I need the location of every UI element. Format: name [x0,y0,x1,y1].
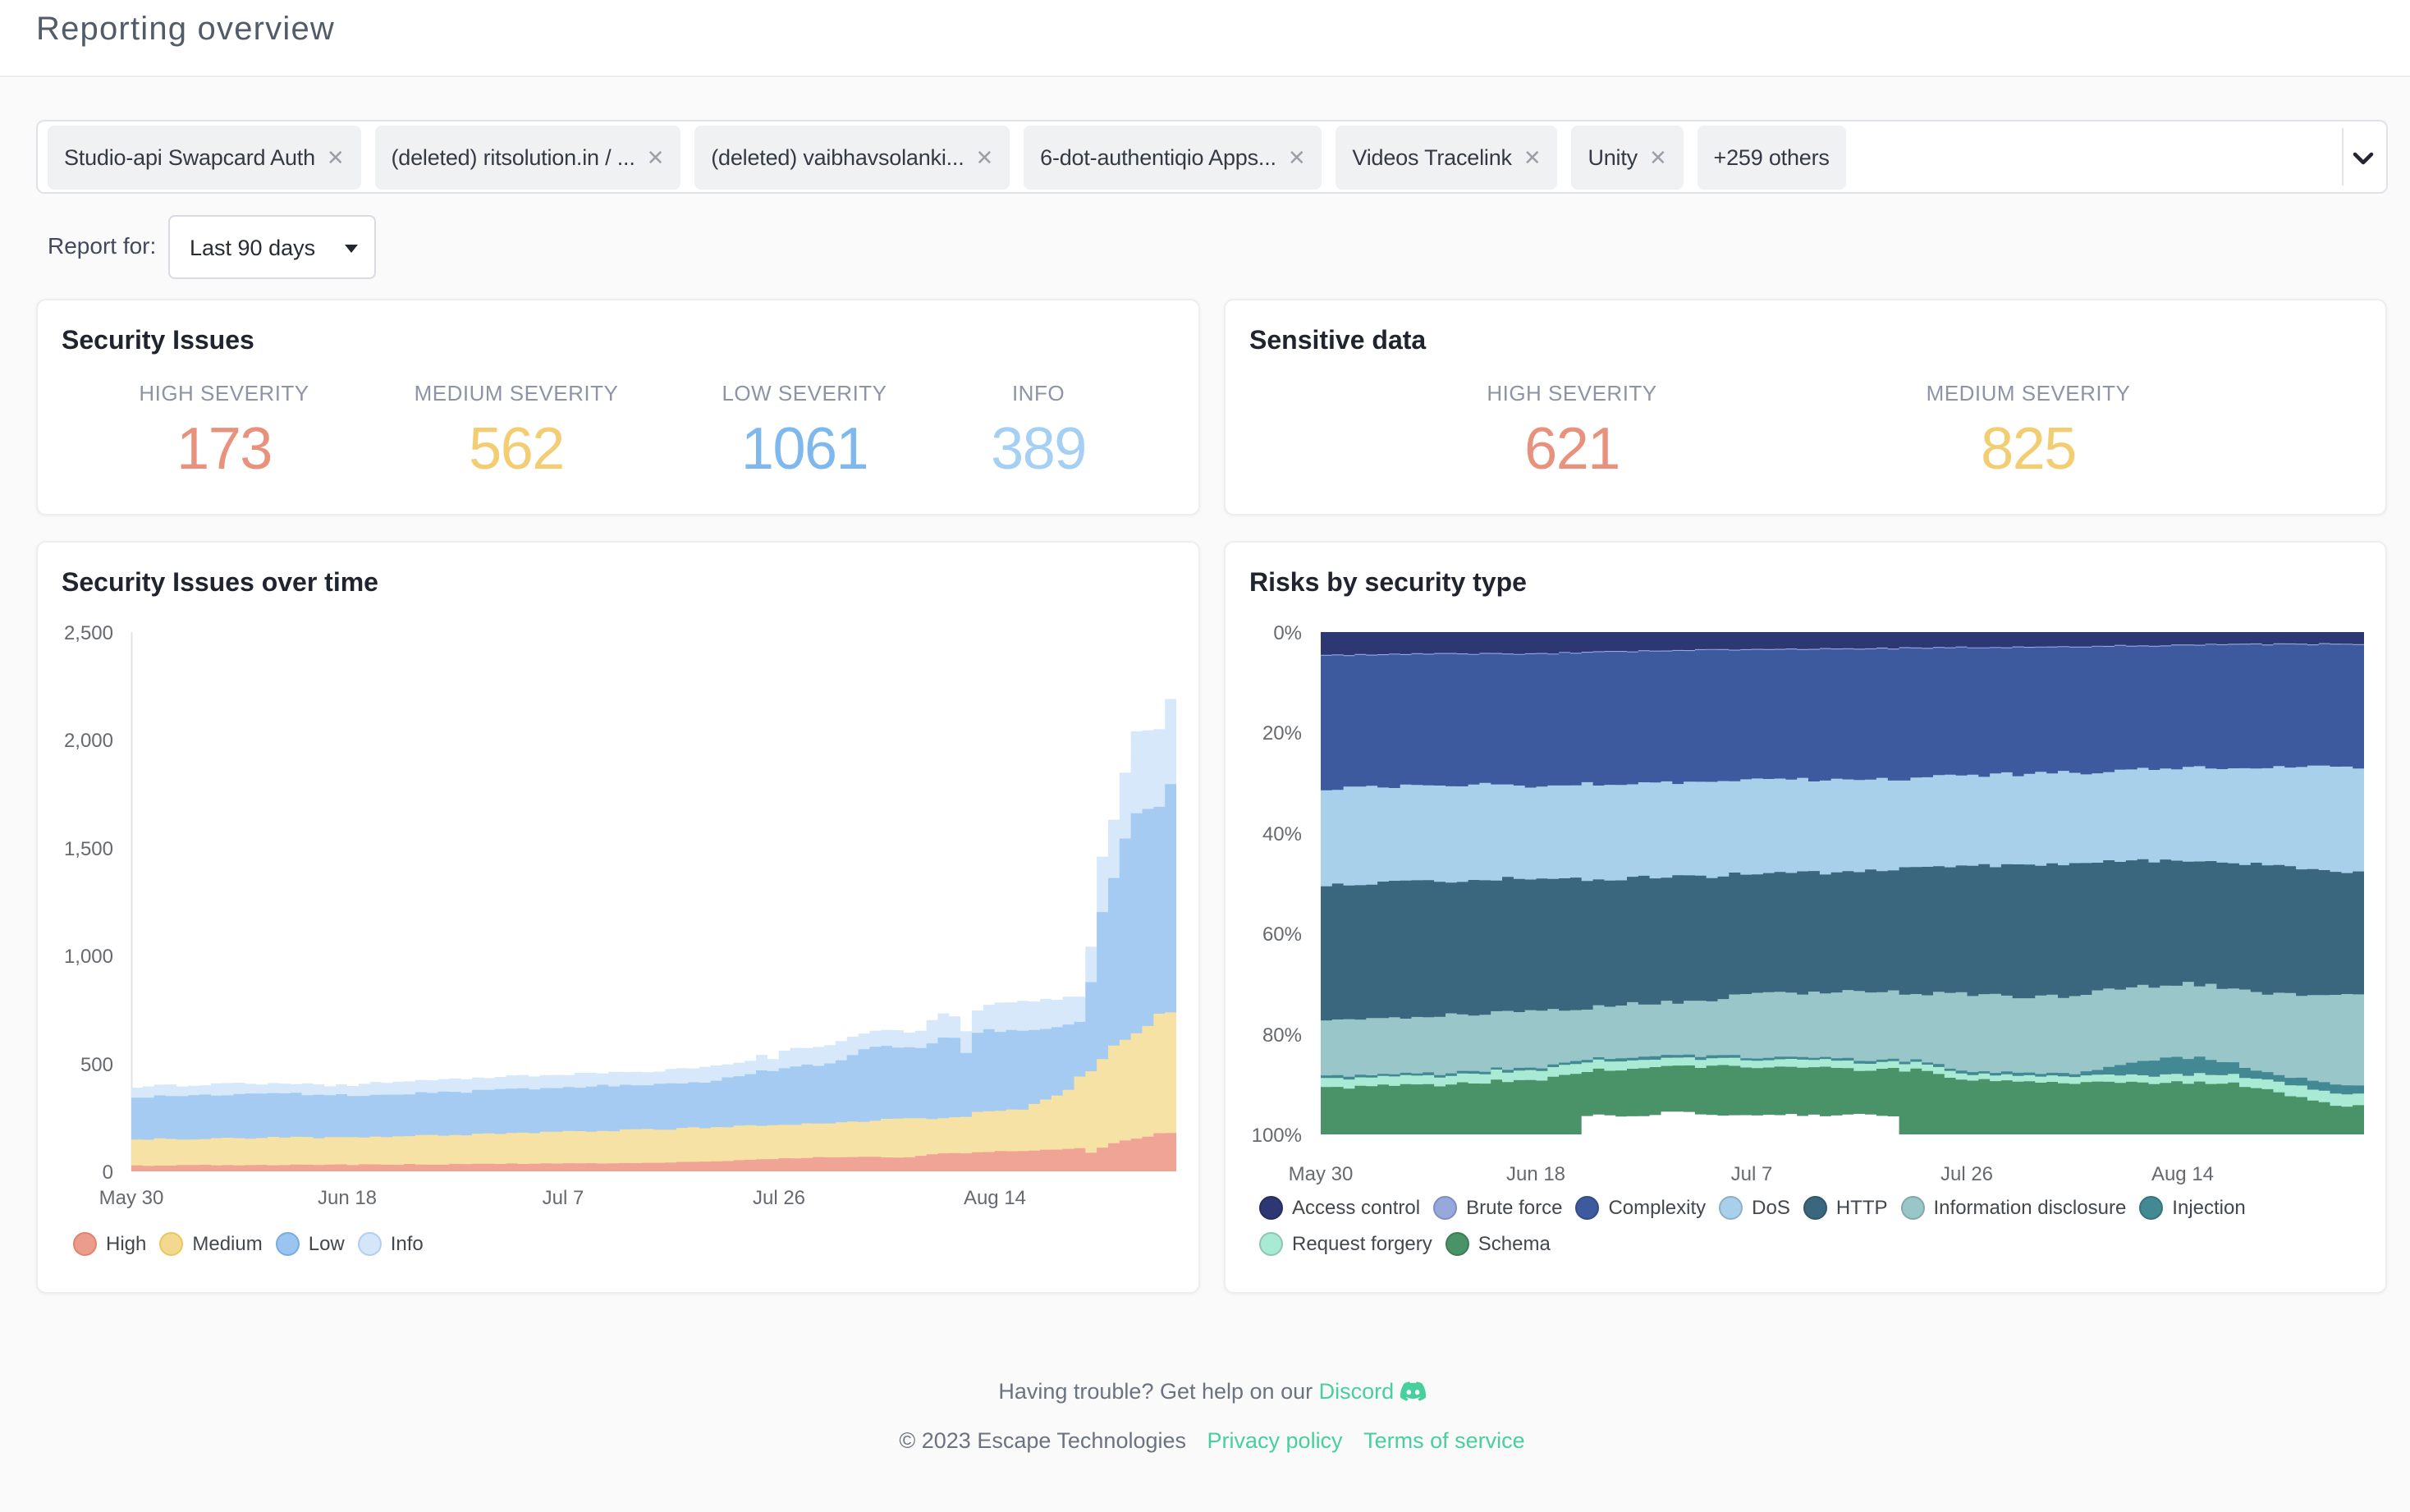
svg-text:1,500: 1,500 [64,838,113,860]
svg-text:1,000: 1,000 [64,946,113,968]
svg-text:80%: 80% [1262,1024,1302,1047]
svg-text:Aug 14: Aug 14 [964,1187,1026,1209]
svg-text:2,500: 2,500 [64,622,113,644]
svg-text:Jul 26: Jul 26 [1940,1163,1993,1185]
svg-text:May 30: May 30 [1289,1163,1354,1185]
svg-text:100%: 100% [1252,1125,1302,1147]
svg-text:0: 0 [103,1161,113,1184]
svg-text:Jul 7: Jul 7 [543,1187,584,1209]
svg-text:Aug 14: Aug 14 [2151,1163,2214,1185]
svg-text:0%: 0% [1273,622,1302,644]
svg-text:Jun 18: Jun 18 [318,1187,377,1209]
svg-text:40%: 40% [1262,823,1302,845]
svg-text:500: 500 [80,1054,113,1076]
svg-text:2,000: 2,000 [64,730,113,752]
svg-text:Jun 18: Jun 18 [1506,1163,1565,1185]
svg-text:20%: 20% [1262,722,1302,745]
svg-text:Jul 26: Jul 26 [753,1187,805,1209]
svg-text:60%: 60% [1262,923,1302,946]
svg-text:Jul 7: Jul 7 [1731,1163,1773,1185]
svg-text:May 30: May 30 [99,1187,164,1209]
